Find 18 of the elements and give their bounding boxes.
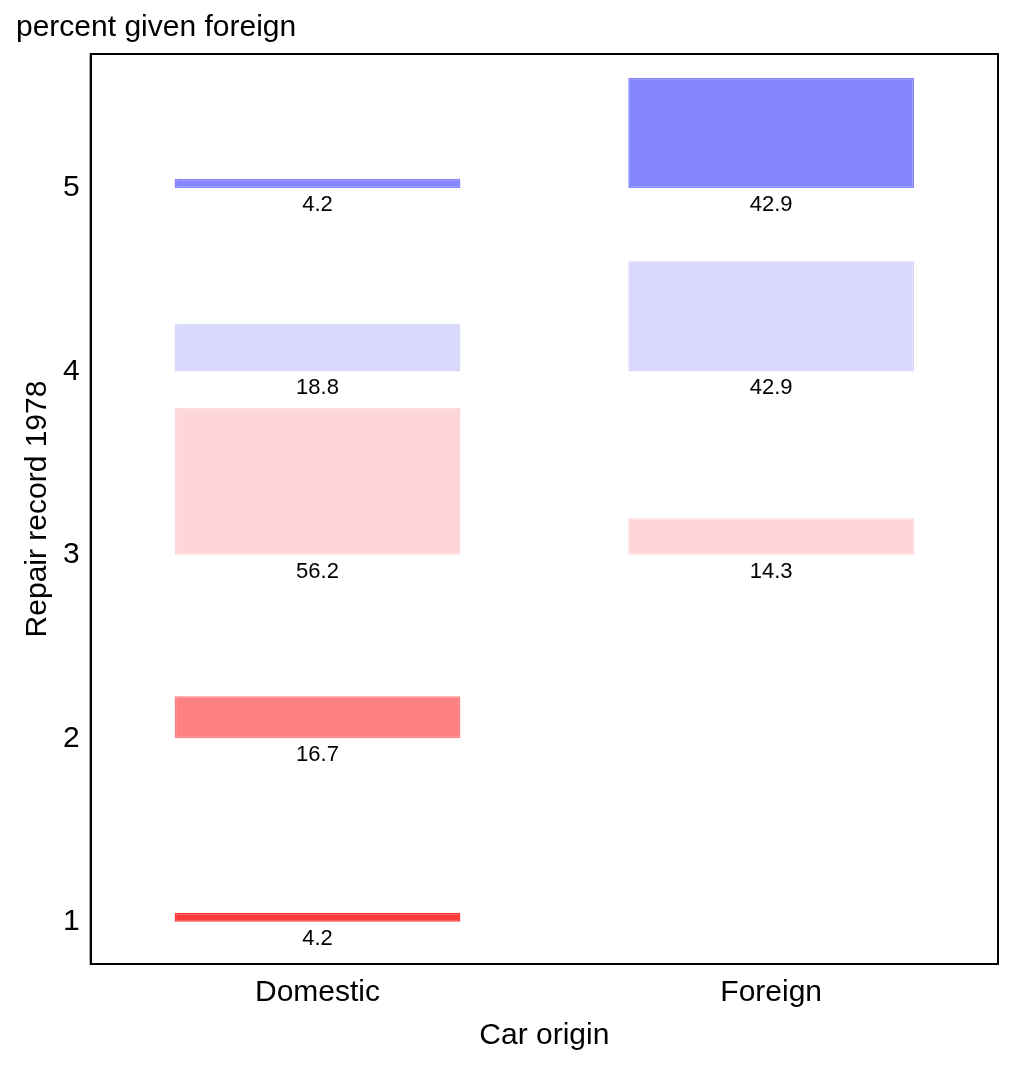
x-axis-title: Car origin [479, 1017, 610, 1051]
annotation: 18.8 [296, 374, 339, 400]
annotation: 42.9 [749, 374, 793, 400]
annotation: 42.9 [749, 190, 793, 216]
y-tick-label: 3 [63, 536, 80, 570]
x-tick-label: Foreign [720, 974, 823, 1008]
x-tick-label: Domestic [255, 974, 381, 1008]
annotation: 56.2 [296, 557, 339, 583]
y-axis-title: Repair record 1978 [19, 380, 53, 638]
y-tick-label: 1 [63, 903, 80, 937]
annotation: 4.2 [302, 924, 333, 950]
y-tick-label: 5 [63, 169, 80, 203]
y-tick-label: 2 [63, 719, 80, 753]
annotation: 14.3 [749, 557, 793, 583]
annotation: 16.7 [296, 741, 339, 767]
chart-title: percent given foreign [16, 9, 297, 43]
y-tick-label: 4 [63, 352, 80, 386]
annotation: 4.2 [302, 190, 333, 216]
